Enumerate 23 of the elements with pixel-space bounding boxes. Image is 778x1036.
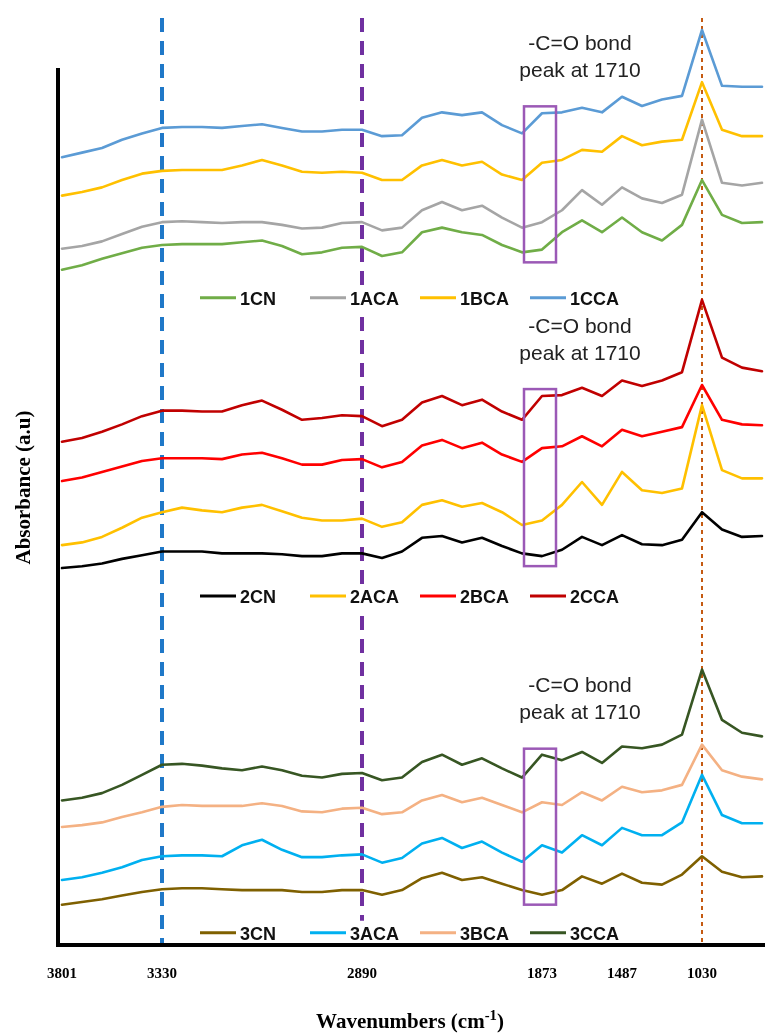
legend-label: 3BCA [460, 923, 510, 944]
annotation: -C=O bond peak at 1710 [519, 314, 641, 364]
legend-label: 3ACA [350, 923, 400, 944]
x-tick-label: 1487 [607, 965, 638, 981]
y-axis-title: Absorbance (a.u) [11, 410, 35, 565]
legend-label: 2ACA [350, 587, 400, 608]
x-axis-title: Wavenumbers (cm$^{-1}$) [316, 1007, 504, 1033]
x-tick-label: 3801 [47, 965, 77, 981]
legend-label: 2BCA [460, 587, 510, 608]
legend-label: 1CCA [570, 288, 620, 309]
annotation: -C=O bond peak at 1710 [519, 672, 641, 723]
legend-label: 1ACA [350, 288, 400, 309]
legend-label: 2CN [240, 587, 277, 608]
annotation: -C=O bond peak at 1710 [519, 31, 641, 82]
legend-label: 3CN [240, 923, 277, 944]
legend-label: 3CCA [570, 923, 620, 944]
x-tick-label: 1030 [687, 965, 717, 981]
x-tick-label: 1873 [527, 965, 557, 981]
legend-label: 1BCA [460, 288, 510, 309]
x-tick-label: 2890 [347, 965, 377, 981]
x-tick-label: 3330 [147, 965, 177, 981]
legend-label: 1CN [240, 288, 277, 309]
legend-label: 2CCA [570, 587, 620, 608]
